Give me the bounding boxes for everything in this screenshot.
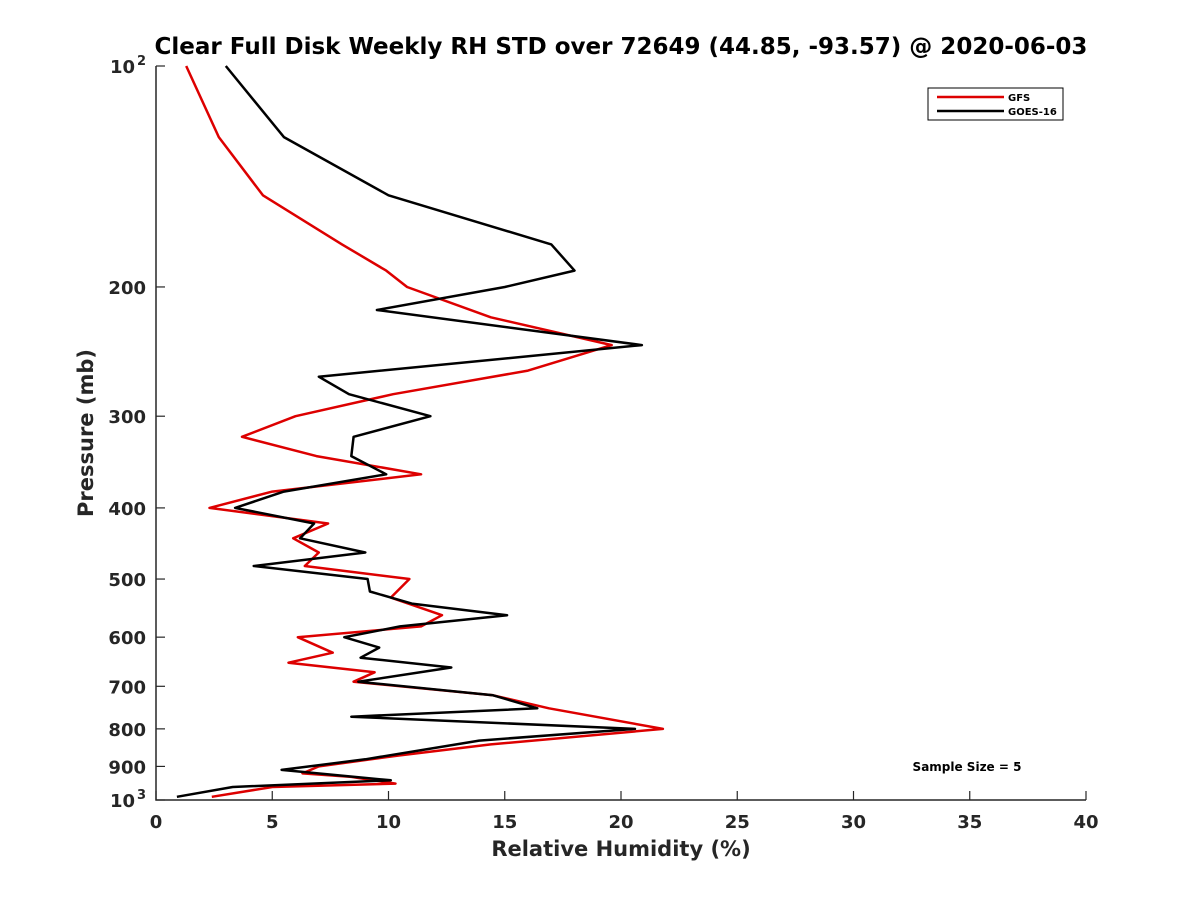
y-tick-label: 800 [108,720,146,741]
y-tick-label: 900 [108,757,146,778]
x-tick-label: 0 [150,812,163,833]
series-lines [176,65,665,799]
y-tick-label: 200 [108,278,146,299]
y-tick-label: 700 [108,677,146,698]
y-tick-label-exponent: 3 [137,788,146,803]
y-tick-label: 400 [108,499,146,520]
chart-title: Clear Full Disk Weekly RH STD over 72649… [155,34,1088,60]
y-tick-label: 10 [110,57,135,78]
series-line-goes-16 [176,65,644,799]
x-tick-label: 10 [376,812,401,833]
sample-size-annotation: Sample Size = 5 [913,760,1022,774]
legend-box [927,87,1064,121]
y-tick-label: 600 [108,628,146,649]
y-tick-label: 500 [108,570,146,591]
legend-label-gfs: GFS [1008,93,1030,104]
y-tick-label-exponent: 2 [137,54,146,69]
x-tick-label: 40 [1073,812,1098,833]
x-tick-label: 30 [841,812,866,833]
x-tick-label: 5 [266,812,279,833]
x-tick-label: 25 [725,812,750,833]
series-line-gfs [185,65,665,799]
x-tick-label: 20 [608,812,633,833]
y-axis-label: Pressure (mb) [74,349,98,517]
legend: GFS GOES-16 [927,87,1064,121]
axis-lines [155,66,1086,801]
x-axis-ticks: 0 5 10 15 20 25 30 35 40 [150,791,1099,833]
x-axis-label: Relative Humidity (%) [491,837,750,861]
legend-label-goes-16: GOES-16 [1008,107,1057,118]
x-tick-label: 15 [492,812,517,833]
x-tick-label: 35 [957,812,982,833]
y-tick-label: 10 [110,791,135,812]
y-tick-label: 300 [108,407,146,428]
